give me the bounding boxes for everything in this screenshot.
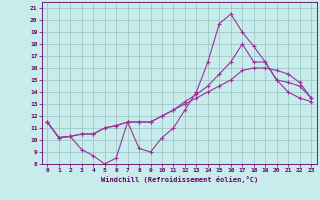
X-axis label: Windchill (Refroidissement éolien,°C): Windchill (Refroidissement éolien,°C) bbox=[100, 176, 258, 183]
